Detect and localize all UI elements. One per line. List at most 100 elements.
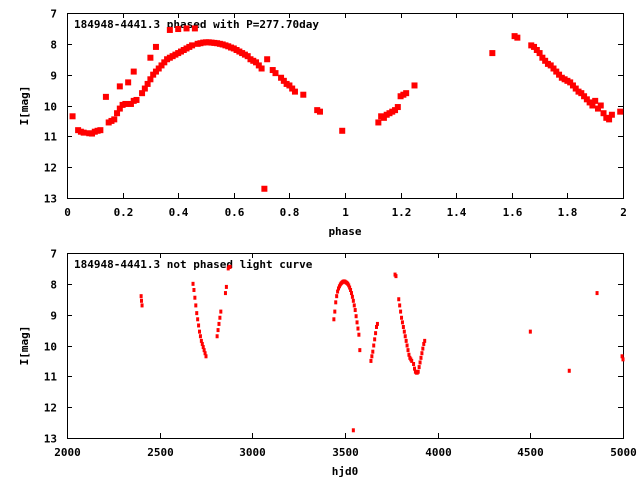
phased-ytick-label: 9: [50, 70, 57, 83]
unphased-data-point: [217, 321, 221, 326]
phased-data-point: [127, 100, 134, 107]
phased-data-point: [380, 114, 387, 121]
phased-data-point: [489, 50, 496, 57]
unphased-data-point: [352, 303, 356, 308]
phased-data-point: [411, 82, 418, 89]
phased-data-point: [152, 68, 159, 75]
unphased-data-point: [219, 309, 223, 314]
unphased-data-point: [416, 369, 420, 374]
phased-data-point: [125, 79, 132, 86]
unphased-data-point: [423, 338, 427, 343]
phased-data-point: [69, 113, 76, 120]
phased-xtick-label: 0.4: [169, 206, 189, 219]
unphased-data-point: [204, 354, 208, 359]
phased-ytick-label: 10: [44, 101, 57, 114]
unphased-data-point: [375, 325, 379, 329]
phased-data-point: [569, 82, 576, 89]
phased-data-point: [291, 88, 298, 95]
unphased-data-point: [394, 274, 398, 279]
unphased-xtick-label: 4000: [425, 446, 452, 459]
unphased-data-point: [337, 286, 341, 291]
phased-xtick-label: 1.8: [558, 206, 578, 219]
phased-xtick-label: 1.6: [503, 206, 523, 219]
phased-data-point: [592, 97, 599, 104]
phased-data-point: [261, 185, 268, 192]
phased-data-point: [280, 77, 287, 84]
unphased-data-point: [567, 368, 571, 373]
unphased-data-point: [399, 309, 403, 314]
unphased-data-point: [412, 362, 416, 366]
unphased-data-point: [215, 334, 219, 339]
unphased-xtick-label: 3000: [239, 446, 266, 459]
unphased-data-point: [357, 332, 361, 337]
phased-xtick-label: 0.6: [225, 206, 245, 219]
phased-ytick-label: 11: [44, 131, 58, 144]
unphased-data-point: [216, 328, 220, 333]
unphased-ytick-label: 7: [50, 248, 57, 261]
unphased-ytick-label: 8: [50, 279, 57, 292]
phased-ytick-label: 7: [50, 8, 57, 21]
unphased-data-point: [407, 352, 411, 357]
unphased-data-point: [356, 326, 360, 331]
phased-data-point: [556, 71, 563, 78]
phased-data-point: [572, 85, 579, 92]
unphased-data-point: [374, 331, 378, 336]
phased-data-point: [514, 34, 521, 41]
unphased-data-point: [196, 317, 200, 322]
unphased-y-axis-label: I[mag]: [18, 326, 31, 366]
unphased-data-point: [349, 288, 353, 292]
unphased-data-point: [139, 294, 143, 299]
unphased-data-point: [192, 288, 196, 292]
phased-data-point: [278, 74, 285, 81]
phased-y-axis-label: I[mag]: [18, 86, 31, 126]
unphased-data-point: [332, 317, 336, 322]
phased-data-point: [533, 47, 540, 53]
phased-data-point: [255, 62, 262, 69]
unphased-data-point: [140, 303, 144, 308]
unphased-data-point: [202, 348, 206, 353]
unphased-data-point: [373, 337, 377, 342]
unphased-data-point: [621, 357, 625, 362]
phased-data-point: [272, 70, 279, 77]
unphased-data-point: [405, 343, 409, 348]
phased-data-point: [102, 93, 109, 100]
unphased-data-point: [370, 354, 374, 359]
phased-data-point: [147, 54, 154, 61]
phased-xtick-label: 1.4: [447, 206, 467, 219]
phased-x-axis-label: phase: [328, 225, 361, 238]
phased-data-point: [316, 108, 323, 115]
unphased-data-point: [354, 314, 358, 319]
phased-ytick-label: 8: [50, 39, 57, 52]
phased-data-point: [539, 54, 546, 61]
phased-data-point: [139, 90, 146, 97]
phased-data-point: [152, 43, 159, 50]
phased-data-point: [133, 96, 140, 103]
phased-data-point: [286, 82, 293, 89]
unphased-data-point: [418, 360, 422, 365]
unphased-data-point: [224, 284, 228, 289]
phased-data-point: [392, 107, 399, 114]
unphased-ytick-label: 12: [44, 402, 57, 415]
phased-data-point: [553, 68, 560, 75]
unphased-data-point: [200, 341, 204, 346]
phased-data-point: [147, 76, 154, 83]
phased-data-point: [536, 50, 543, 57]
unphased-data-point: [400, 315, 404, 320]
phased-xtick-label: 0: [64, 206, 71, 219]
phased-xtick-label: 2: [620, 206, 627, 219]
phased-xtick-label: 0.8: [280, 206, 300, 219]
unphased-data-point: [401, 325, 405, 329]
unphased-data-point: [334, 300, 338, 305]
unphased-data-point: [404, 338, 408, 343]
phased-data-point: [339, 127, 346, 134]
phased-data-point: [150, 71, 157, 78]
unphased-data-points: [139, 264, 625, 433]
phased-data-point: [375, 119, 382, 126]
phased-xtick-label: 1: [342, 206, 349, 219]
phased-ytick-label: 12: [44, 162, 57, 175]
unphased-data-point: [194, 303, 198, 308]
unphased-data-point: [419, 355, 423, 360]
unphased-data-point: [193, 295, 197, 300]
phased-data-point: [144, 80, 151, 87]
phased-data-point: [300, 91, 307, 98]
